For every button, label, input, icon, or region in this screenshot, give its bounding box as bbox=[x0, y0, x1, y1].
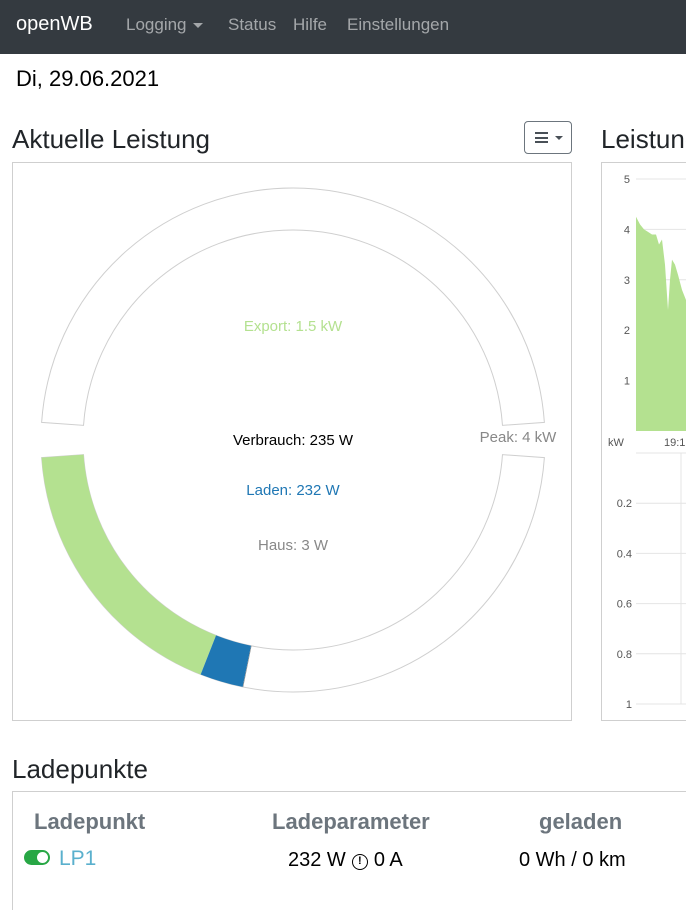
power-history-card: 5 4 3 2 1 kW 19:1 0.2 0.4 0.6 0.8 1 bbox=[601, 162, 686, 721]
lower-axis-ticks: 0.2 0.4 0.6 0.8 1 bbox=[617, 498, 632, 711]
y-tick-label: 0.8 bbox=[617, 649, 632, 661]
chargepoints-card: Ladepunkt Ladeparameter geladen LP1 232 … bbox=[12, 791, 686, 910]
power-history-chart: 5 4 3 2 1 kW 19:1 0.2 0.4 0.6 0.8 1 bbox=[608, 174, 686, 711]
y-tick-label: 1 bbox=[624, 376, 630, 388]
y-tick-label: 1 bbox=[626, 699, 632, 711]
navbar: openWB Logging Status Hilfe Einstellunge… bbox=[0, 0, 686, 54]
lower-gridlines bbox=[636, 452, 686, 705]
charging-label: Laden: 232 W bbox=[246, 482, 340, 499]
y-tick-label: 0.4 bbox=[617, 548, 632, 560]
power-donut-card: Export: 1.5 kW Verbrauch: 235 W Laden: 2… bbox=[12, 162, 572, 721]
hamburger-icon bbox=[535, 132, 548, 143]
y-tick-label: 5 bbox=[624, 174, 630, 186]
lp1-current: 0 A bbox=[373, 849, 403, 871]
nav-status[interactable]: Status bbox=[228, 15, 277, 34]
chevron-down-icon bbox=[555, 136, 563, 140]
y-tick-label: 0.2 bbox=[617, 498, 632, 510]
header-geladen: geladen bbox=[539, 809, 623, 834]
y-tick-label: 3 bbox=[624, 275, 630, 287]
power-donut-chart bbox=[41, 187, 545, 693]
history-section-title: Leistung bbox=[601, 124, 686, 154]
brand-logo[interactable]: openWB bbox=[16, 13, 93, 35]
power-section-title: Aktuelle Leistung bbox=[12, 124, 211, 154]
peak-label: Peak: 4 kW bbox=[479, 429, 557, 446]
unit-label: kW bbox=[608, 437, 625, 449]
chargepoints-section-title: Ladepunkte bbox=[12, 754, 148, 784]
chevron-down-icon bbox=[192, 23, 203, 29]
info-icon[interactable]: ! bbox=[351, 854, 368, 870]
header-ladepunkt: Ladepunkt bbox=[34, 809, 146, 834]
y-tick-label: 0.6 bbox=[617, 599, 632, 611]
nav-einstellungen[interactable]: Einstellungen bbox=[347, 15, 450, 34]
export-label: Export: 1.5 kW bbox=[243, 318, 343, 335]
lp1-power: 232 W bbox=[288, 849, 346, 871]
upper-ring-outline bbox=[41, 187, 545, 426]
nav-hilfe[interactable]: Hilfe bbox=[293, 15, 328, 34]
toggle-knob bbox=[37, 852, 48, 863]
lp1-link[interactable]: LP1 bbox=[59, 847, 97, 870]
export-arc bbox=[41, 454, 217, 675]
house-arc bbox=[242, 645, 252, 688]
lp1-enable-toggle[interactable] bbox=[24, 850, 50, 865]
charging-arc bbox=[200, 635, 252, 687]
house-label: Haus: 3 W bbox=[257, 537, 329, 554]
upper-axis-ticks: 5 4 3 2 1 bbox=[624, 174, 630, 388]
current-date: Di, 29.06.2021 bbox=[16, 66, 160, 91]
power-area bbox=[636, 216, 686, 431]
lp1-charged: 0 Wh / 0 km bbox=[519, 849, 626, 871]
time-tick-label: 19:1 bbox=[664, 437, 685, 449]
y-tick-label: 2 bbox=[624, 325, 630, 337]
lp1-parameters: 232 W! 0 A bbox=[288, 849, 403, 872]
y-tick-label: 4 bbox=[624, 224, 630, 236]
consumption-label: Verbrauch: 235 W bbox=[232, 432, 354, 449]
nav-logging[interactable]: Logging bbox=[126, 15, 203, 35]
chart-menu-button[interactable] bbox=[524, 121, 572, 154]
header-ladeparameter: Ladeparameter bbox=[272, 809, 430, 834]
